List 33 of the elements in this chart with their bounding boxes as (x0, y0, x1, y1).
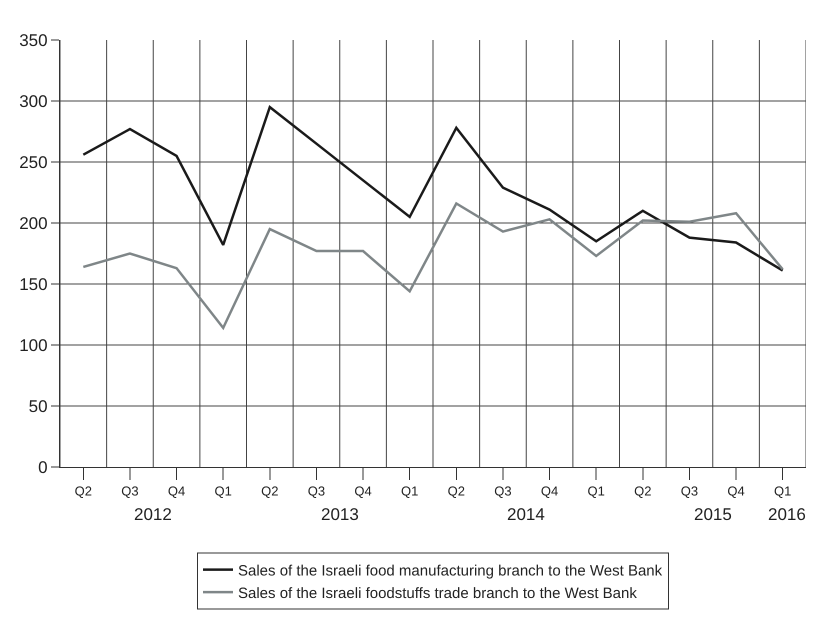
x-tick-label: Q4 (540, 484, 558, 499)
line-series (82, 106, 784, 272)
x-tick-label: Q1 (774, 484, 792, 499)
x-tick-label: Q1 (588, 484, 605, 499)
y-tick-label: 350 (19, 30, 48, 50)
x-tick-label: Q2 (448, 484, 465, 499)
line-series (82, 202, 784, 330)
text: 2013 (321, 505, 359, 524)
x-tick-label: Q1 (401, 484, 418, 499)
x-tick-label: Q4 (727, 484, 745, 499)
x-tick-label: Q2 (261, 484, 278, 499)
x-tick-label: Q2 (634, 484, 652, 499)
text: 2015 (694, 505, 732, 524)
x-tick-label: Q4 (354, 484, 372, 499)
x-tick-label: Q4 (168, 484, 186, 499)
x-tick-label: Q3 (308, 484, 326, 499)
text: 2012 (134, 505, 172, 524)
text: 2014 (507, 505, 545, 524)
y-tick-label: 100 (19, 336, 48, 355)
x-tick-label: Q3 (680, 484, 698, 499)
legend-label: Sales of the Israeli foodstuffs trade branch to the West Bank (238, 585, 638, 602)
y-tick-label: 150 (19, 274, 48, 294)
text: 2016 (768, 505, 806, 524)
y-tick-label: 50 (28, 396, 48, 416)
y-tick-label: 300 (19, 92, 48, 111)
x-tick-label: Q3 (494, 484, 512, 499)
x-tick-label: Q1 (214, 484, 232, 499)
x-tick-label: Q3 (121, 484, 139, 499)
legend-label: Sales of the Israeli food manufacturing branch to the West Bank (238, 562, 663, 580)
x-tick-label: Q2 (74, 484, 92, 499)
y-tick-label: 0 (38, 458, 48, 477)
y-tick-label: 200 (19, 214, 48, 233)
y-tick-label: 250 (19, 152, 48, 172)
